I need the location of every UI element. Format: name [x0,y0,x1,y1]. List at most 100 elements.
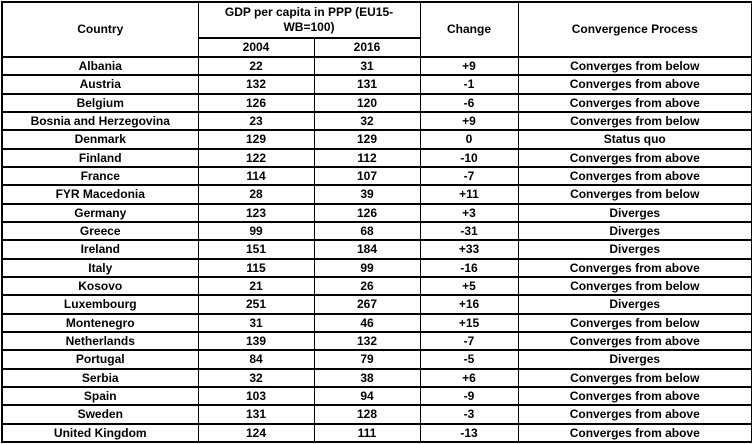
cell-gdp-2016: 184 [313,239,421,260]
table-row: Kosovo 21 26 +5 Converges from below [1,275,752,297]
header-row-sub: 2004 2016 [2,37,752,58]
cell-gdp-2016: 267 [313,294,421,315]
cell-convergence-process: Diverges [517,202,752,223]
cell-convergence-process: Converges from below [517,367,752,388]
cell-gdp-2016: 94 [313,385,421,407]
cell-country: Austria [1,74,199,95]
cell-gdp-2004: 22 [197,55,315,77]
table-row: Austria 132 131 -1 Converges from above [1,74,752,95]
cell-change: -1 [419,74,519,95]
cell-country: Spain [1,385,199,407]
table-row: United Kingdom 124 111 -13 Converges fro… [1,422,752,444]
cell-country: Bosnia and Herzegovina [1,110,199,132]
cell-gdp-2016: 126 [313,202,421,223]
cell-country: Montenegro [1,312,199,333]
cell-gdp-2016: 132 [313,330,421,352]
cell-country: Kosovo [1,275,199,297]
cell-gdp-2016: 112 [313,147,421,168]
table-row: Greece 99 68 -31 Diverges [1,220,752,242]
table-row: Montenegro 31 46 +15 Converges from belo… [1,312,752,333]
cell-convergence-process: Converges from below [517,184,752,205]
cell-country: Finland [1,147,199,168]
cell-convergence-process: Diverges [517,349,752,370]
cell-gdp-2004: 31 [197,312,315,333]
cell-gdp-2016: 111 [313,422,421,444]
table-row: Ireland 151 184 +33 Diverges [1,239,752,260]
cell-gdp-2016: 128 [313,404,421,425]
cell-convergence-process: Converges from above [517,74,752,95]
cell-convergence-process: Converges from below [517,312,752,333]
cell-change: -31 [419,220,519,242]
cell-country: Italy [1,257,199,278]
cell-country: Germany [1,202,199,223]
cell-change: -13 [419,422,519,444]
cell-gdp-2016: 26 [313,275,421,297]
cell-change: +9 [419,110,519,132]
table-body: Albania 22 31 +9 Converges from below Au… [1,55,752,444]
cell-gdp-2004: 151 [197,239,315,260]
cell-convergence-process: Status quo [517,129,752,150]
cell-gdp-2004: 99 [197,220,315,242]
cell-convergence-process: Converges from above [517,92,752,114]
table-row: Sweden 131 128 -3 Converges from above [1,404,752,425]
cell-change: +5 [419,275,519,297]
cell-gdp-2004: 115 [197,257,315,278]
header-convergence-process: Convergence Process [517,1,752,58]
cell-gdp-2004: 23 [197,110,315,132]
table-row: Serbia 32 38 +6 Converges from below [1,367,752,388]
cell-convergence-process: Diverges [517,239,752,260]
cell-gdp-2004: 126 [197,92,315,114]
header-year-2004: 2004 [197,37,315,58]
table-row: France 114 107 -7 Converges from above [1,165,752,187]
cell-country: Serbia [1,367,199,388]
cell-change: -9 [419,385,519,407]
cell-country: Denmark [1,129,199,150]
table-row: Belgium 126 120 -6 Converges from above [1,92,752,114]
cell-change: +16 [419,294,519,315]
cell-gdp-2016: 99 [313,257,421,278]
cell-country: Portugal [1,349,199,370]
cell-convergence-process: Converges from below [517,275,752,297]
cell-convergence-process: Converges from above [517,147,752,168]
table-row: Germany 123 126 +3 Diverges [1,202,752,223]
cell-gdp-2004: 124 [197,422,315,444]
table-row: Finland 122 112 -10 Converges from above [1,147,752,168]
cell-country: Sweden [1,404,199,425]
cell-country: Belgium [1,92,199,114]
cell-gdp-2004: 21 [197,275,315,297]
cell-change: -10 [419,147,519,168]
cell-gdp-2004: 84 [197,349,315,370]
cell-country: Luxembourg [1,294,199,315]
cell-gdp-2004: 122 [197,147,315,168]
cell-gdp-2004: 114 [197,165,315,187]
cell-gdp-2016: 31 [313,55,421,77]
table-row: Portugal 84 79 -5 Diverges [1,349,752,370]
cell-convergence-process: Converges from below [517,55,752,77]
cell-country: Netherlands [1,330,199,352]
cell-country: Greece [1,220,199,242]
cell-convergence-process: Converges from below [517,110,752,132]
header-year-2016: 2016 [313,37,421,58]
cell-gdp-2016: 38 [313,367,421,388]
cell-change: +9 [419,55,519,77]
cell-change: +6 [419,367,519,388]
cell-convergence-process: Converges from above [517,422,752,444]
cell-gdp-2016: 131 [313,74,421,95]
cell-gdp-2004: 251 [197,294,315,315]
cell-gdp-2004: 131 [197,404,315,425]
cell-gdp-2004: 139 [197,330,315,352]
cell-convergence-process: Converges from above [517,165,752,187]
cell-gdp-2016: 107 [313,165,421,187]
cell-gdp-2016: 46 [313,312,421,333]
cell-convergence-process: Converges from above [517,385,752,407]
cell-gdp-2016: 79 [313,349,421,370]
table-header: Country GDP per capita in PPP (EU15-WB=1… [1,1,752,58]
cell-change: 0 [419,129,519,150]
table-row: Bosnia and Herzegovina 23 32 +9 Converge… [1,110,752,132]
cell-convergence-process: Converges from above [517,404,752,425]
cell-country: Albania [1,55,199,77]
table-row: Spain 103 94 -9 Converges from above [1,385,752,407]
cell-gdp-2016: 39 [313,184,421,205]
cell-convergence-process: Diverges [517,220,752,242]
table-row: Netherlands 139 132 -7 Converges from ab… [1,330,752,352]
